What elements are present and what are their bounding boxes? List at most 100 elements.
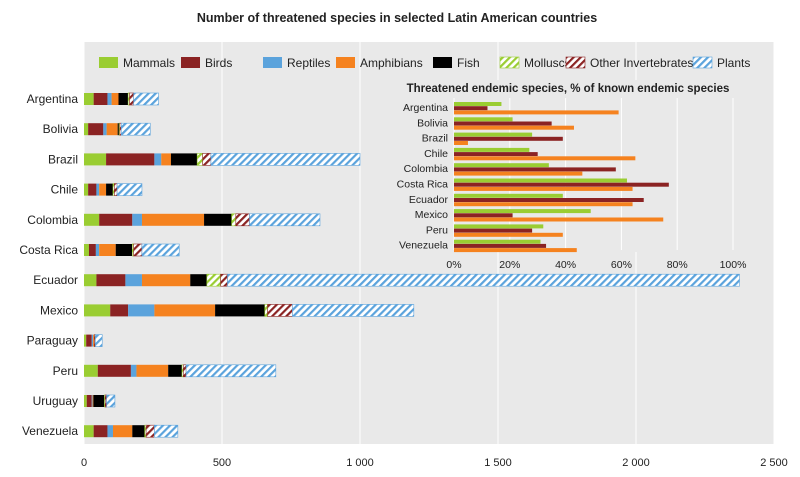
bar-costa-rica-mammals [84, 244, 89, 256]
bar-colombia-amphibians [141, 213, 205, 226]
bar-chile-plants [116, 183, 143, 196]
bar-colombia-other-invertebrates [235, 213, 250, 227]
bar-bolivia-amphibians [106, 123, 118, 136]
inset-bar-venezuela-0 [454, 239, 541, 244]
inset-category-label-costa-rica: Costa Rica [397, 179, 449, 191]
legend-label-birds: Birds [205, 56, 232, 70]
inset-bar-peru-1 [454, 228, 533, 233]
bar-paraguay-amphibians [93, 334, 95, 347]
inset-bar-argentina-0 [454, 102, 502, 106]
inset-category-label-brazil: Brazil [422, 133, 448, 145]
legend-label-molluscs: Molluscs [524, 56, 571, 70]
bar-colombia-reptiles [132, 213, 142, 226]
category-label-colombia: Colombia [27, 213, 78, 227]
bar-brazil-molluscs [196, 153, 203, 166]
inset-bar-mexico-1 [454, 213, 513, 218]
main-x-tick-labels: 0 500 1 000 1 500 2 000 2 500 [81, 457, 788, 469]
bar-peru-other-invertebrates [183, 364, 187, 378]
bar-brazil-other-invertebrates [202, 153, 212, 166]
bar-mexico-mammals [84, 304, 111, 317]
inset-bar-ecuador-1 [454, 198, 644, 202]
bar-chile-other-invertebrates [114, 183, 118, 196]
legend-label-mammals: Mammals [123, 56, 175, 70]
inset-category-label-peru: Peru [426, 224, 448, 236]
bar-chile-birds [88, 183, 97, 196]
bar-brazil-fish [170, 153, 198, 166]
bar-argentina-fish [118, 93, 129, 105]
bar-peru-amphibians [136, 364, 169, 377]
bar-bolivia-reptiles [103, 123, 107, 136]
bar-paraguay-plants [95, 334, 103, 347]
inset-bar-argentina-1 [454, 106, 488, 111]
bar-costa-rica-other-invertebrates [133, 243, 143, 257]
bar-paraguay-birds [86, 334, 92, 347]
inset-bar-mexico-2 [454, 217, 664, 222]
bar-costa-rica-birds [88, 244, 96, 256]
inset-bar-costa-rica-1 [454, 182, 669, 187]
bar-chile-fish [106, 183, 113, 196]
category-label-peru: Peru [53, 364, 78, 378]
bar-uruguay-fish [93, 395, 105, 407]
bar-argentina-birds [93, 93, 108, 105]
inset-bar-bolivia-1 [454, 121, 552, 126]
bar-colombia-plants [249, 213, 321, 227]
bar-paraguay-reptiles [91, 334, 94, 347]
inset-bar-peru-0 [454, 224, 544, 229]
inset-x-tick-labels: 0% 20% 40% 60% 80% 100% [446, 259, 746, 271]
inset-category-label-venezuela: Venezuela [399, 240, 448, 252]
inset-bar-colombia-2 [454, 171, 583, 176]
inset-category-label-ecuador: Ecuador [409, 194, 449, 206]
inset-bars [454, 102, 669, 253]
inset-bar-ecuador-0 [454, 193, 563, 198]
bar-argentina-mammals [84, 93, 94, 105]
bar-venezuela-mammals [84, 425, 94, 438]
inset-bar-ecuador-2 [454, 202, 633, 207]
inset-x-tick-label: 40% [555, 259, 576, 271]
inset-bar-chile-0 [454, 147, 530, 152]
bar-colombia-molluscs [231, 213, 237, 227]
category-label-brazil: Brazil [48, 152, 78, 166]
chart-title: Number of threatened species in selected… [197, 11, 597, 25]
bar-mexico-amphibians [154, 304, 216, 317]
x-tick-label: 2 000 [622, 457, 650, 469]
category-label-mexico: Mexico [40, 303, 78, 317]
bar-brazil-mammals [84, 153, 107, 166]
inset-bar-venezuela-1 [454, 243, 547, 248]
bar-brazil-plants [210, 153, 361, 166]
category-label-bolivia: Bolivia [43, 122, 79, 136]
inset-bar-chile-2 [454, 156, 636, 161]
x-tick-label: 2 500 [760, 457, 788, 469]
inset-category-label-bolivia: Bolivia [417, 117, 448, 129]
inset-category-label-chile: Chile [424, 148, 448, 160]
inset-category-label-argentina: Argentina [403, 102, 448, 114]
inset-bar-costa-rica-2 [454, 186, 633, 191]
inset-x-tick-label: 20% [499, 259, 520, 271]
inset-bar-venezuela-2 [454, 248, 577, 253]
inset-category-label-colombia: Colombia [404, 163, 449, 175]
bar-ecuador-molluscs [206, 273, 221, 287]
x-tick-label: 1 500 [484, 457, 512, 469]
legend: Mammals Birds Reptiles Amphibians Fish Mollus… [99, 56, 750, 70]
bar-ecuador-birds [96, 274, 126, 287]
inset-bar-brazil-2 [454, 141, 468, 145]
bar-argentina-reptiles [107, 93, 112, 105]
inset-bar-chile-1 [454, 152, 538, 157]
legend-swatch-fish [433, 57, 452, 68]
bar-ecuador-other-invertebrates [220, 273, 228, 287]
bar-mexico-fish [215, 304, 265, 317]
bar-venezuela-other-invertebrates [145, 424, 155, 438]
main-bars [84, 92, 740, 438]
bar-mexico-reptiles [128, 304, 155, 317]
bar-mexico-other-invertebrates [267, 304, 293, 317]
legend-label-fish: Fish [457, 56, 480, 70]
inset-bar-brazil-1 [454, 136, 563, 141]
bar-chile-mammals [84, 183, 89, 196]
inset-bar-costa-rica-0 [454, 178, 627, 183]
bar-mexico-molluscs [264, 304, 268, 317]
bar-uruguay-reptiles [91, 395, 93, 407]
category-label-argentina: Argentina [27, 92, 79, 106]
inset-bar-brazil-0 [454, 132, 533, 137]
x-tick-label: 500 [213, 457, 231, 469]
legend-label-amphibians: Amphibians [360, 56, 423, 70]
inset-title: Threatened endemic species, % of known e… [407, 83, 730, 95]
